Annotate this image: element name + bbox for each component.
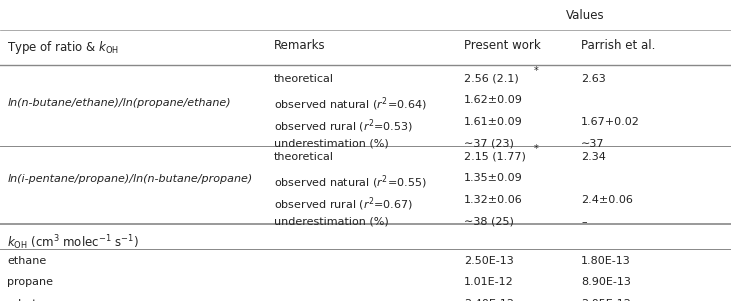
Text: *: * bbox=[534, 144, 538, 154]
Text: Type of ratio & $k_\mathregular{OH}$: Type of ratio & $k_\mathregular{OH}$ bbox=[7, 39, 119, 56]
Text: 2.50E-13: 2.50E-13 bbox=[464, 256, 514, 266]
Text: 2.34: 2.34 bbox=[581, 152, 606, 162]
Text: underestimation (%): underestimation (%) bbox=[274, 217, 389, 227]
Text: Parrish et al.: Parrish et al. bbox=[581, 39, 656, 52]
Text: ∼38 (25): ∼38 (25) bbox=[464, 217, 514, 227]
Text: $k_\mathregular{OH}$ (cm$^3$ molec$^{-1}$ s$^{-1}$): $k_\mathregular{OH}$ (cm$^3$ molec$^{-1}… bbox=[7, 233, 139, 252]
Text: 1.80E-13: 1.80E-13 bbox=[581, 256, 631, 266]
Text: 1.32±0.06: 1.32±0.06 bbox=[464, 195, 523, 205]
Text: 8.90E-13: 8.90E-13 bbox=[581, 278, 631, 287]
Text: 1.01E-12: 1.01E-12 bbox=[464, 278, 514, 287]
Text: Present work: Present work bbox=[464, 39, 541, 52]
Text: observed natural ($r^2$=0.64): observed natural ($r^2$=0.64) bbox=[274, 95, 427, 113]
Text: ln(i-pentane/propane)/ln(n-butane/propane): ln(i-pentane/propane)/ln(n-butane/propan… bbox=[7, 174, 252, 184]
Text: 2.56 (2.1): 2.56 (2.1) bbox=[464, 74, 519, 84]
Text: n-butane: n-butane bbox=[7, 299, 58, 301]
Text: Remarks: Remarks bbox=[274, 39, 326, 52]
Text: 1.62±0.09: 1.62±0.09 bbox=[464, 95, 523, 105]
Text: *: * bbox=[534, 66, 538, 76]
Text: 1.67+0.02: 1.67+0.02 bbox=[581, 117, 640, 127]
Text: ∼37 (23): ∼37 (23) bbox=[464, 139, 514, 149]
Text: observed rural ($r^2$=0.67): observed rural ($r^2$=0.67) bbox=[274, 195, 413, 213]
Text: –: – bbox=[581, 217, 587, 227]
Text: 2.63: 2.63 bbox=[581, 74, 606, 84]
Text: ln(n-butane/ethane)/ln(propane/ethane): ln(n-butane/ethane)/ln(propane/ethane) bbox=[7, 98, 231, 108]
Text: 1.35±0.09: 1.35±0.09 bbox=[464, 173, 523, 183]
Text: 2.40E-12: 2.40E-12 bbox=[464, 299, 514, 301]
Text: ∼37: ∼37 bbox=[581, 139, 605, 149]
Text: ethane: ethane bbox=[7, 256, 47, 266]
Text: 1.61±0.09: 1.61±0.09 bbox=[464, 117, 523, 127]
Text: Values: Values bbox=[566, 9, 604, 22]
Text: observed rural ($r^2$=0.53): observed rural ($r^2$=0.53) bbox=[274, 117, 413, 135]
Text: propane: propane bbox=[7, 278, 53, 287]
Text: theoretical: theoretical bbox=[274, 74, 334, 84]
Text: 2.4±0.06: 2.4±0.06 bbox=[581, 195, 633, 205]
Text: observed natural ($r^2$=0.55): observed natural ($r^2$=0.55) bbox=[274, 173, 427, 191]
Text: 2.05E-12: 2.05E-12 bbox=[581, 299, 631, 301]
Text: underestimation (%): underestimation (%) bbox=[274, 139, 389, 149]
Text: 2.15 (1.77): 2.15 (1.77) bbox=[464, 152, 526, 162]
Text: theoretical: theoretical bbox=[274, 152, 334, 162]
